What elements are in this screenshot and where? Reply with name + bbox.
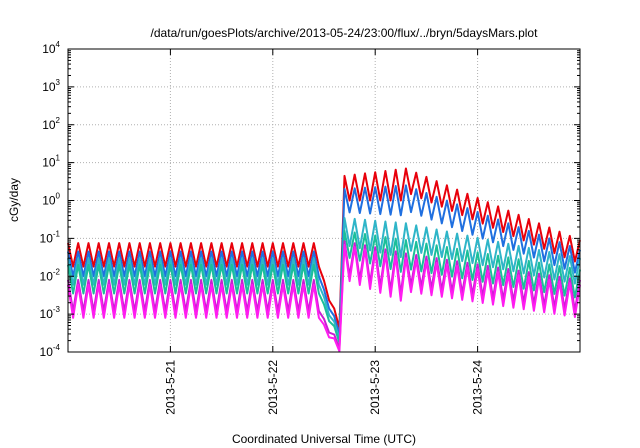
series-line [67, 167, 581, 330]
x-tick-label: 2013-5-22 [266, 360, 280, 415]
series-layer [67, 167, 581, 353]
x-tick-label: 2013-5-21 [163, 360, 177, 415]
y-tick-label: 102 [42, 116, 60, 132]
x-axis-label: Coordinated Universal Time (UTC) [232, 432, 416, 446]
y-tick-label: 10-4 [40, 343, 61, 359]
x-axis-ticks: 2013-5-21 2013-5-22 2013-5-23 2013-5-24 [163, 49, 485, 415]
x-tick-label: 2013-5-24 [471, 360, 485, 415]
series-line [67, 243, 581, 353]
y-axis-label: cGy/day [7, 178, 21, 222]
y-tick-label: 10-2 [40, 267, 61, 283]
y-tick-label: 101 [42, 154, 60, 170]
y-tick-label: 10-1 [40, 229, 61, 245]
series-line [67, 230, 581, 344]
chart-title: /data/run/goesPlots/archive/2013-05-24/2… [151, 26, 539, 40]
series-line [67, 184, 581, 337]
y-tick-label: 104 [42, 40, 60, 56]
y-tick-label: 103 [42, 78, 60, 94]
series-line [67, 217, 581, 341]
y-tick-label: 100 [42, 192, 60, 208]
y-tick-label: 10-3 [40, 305, 61, 321]
y-axis-ticks: 10-4 10-3 10-2 10-1 100 101 102 103 104 [40, 40, 580, 359]
x-tick-label: 2013-5-23 [368, 360, 382, 415]
